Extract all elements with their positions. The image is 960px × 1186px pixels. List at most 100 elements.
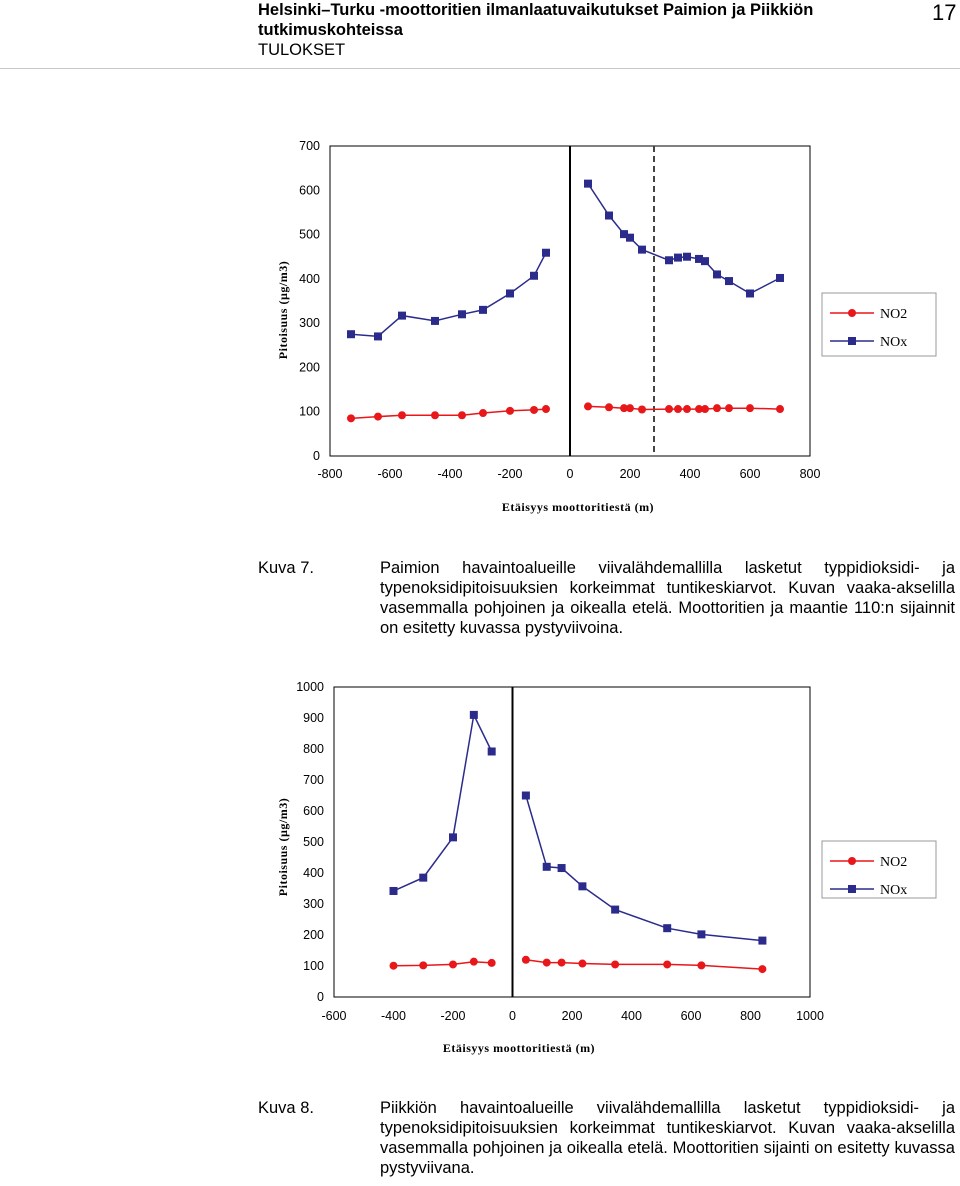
x-tick-label: -200 (440, 1009, 465, 1023)
legend-marker-no2 (848, 857, 856, 865)
nox-point (542, 248, 550, 257)
nox-point (725, 277, 733, 286)
no2-point (374, 412, 382, 421)
no2-point (611, 960, 620, 969)
y-tick-label: 500 (303, 835, 324, 849)
nox-point (605, 211, 613, 220)
x-tick-label: 1000 (796, 1009, 824, 1023)
nox-point (469, 710, 478, 719)
nox-point (758, 936, 767, 945)
nox-point (663, 924, 672, 933)
x-tick-label: 800 (740, 1009, 761, 1023)
legend-marker-nox (848, 337, 856, 345)
y-tick-label: 900 (303, 711, 324, 725)
y-tick-label: 200 (303, 928, 324, 942)
y-tick-label: 0 (317, 990, 324, 1004)
nox-point (506, 289, 514, 298)
nox-point (557, 864, 566, 873)
y-tick-label: 700 (303, 773, 324, 787)
no2-point (725, 404, 733, 413)
no2-point (697, 961, 706, 970)
nox-point (347, 330, 355, 339)
legend-label-nox: NOx (880, 335, 907, 350)
nox-point (674, 253, 682, 262)
no2-point (506, 406, 514, 415)
no2-point (557, 958, 566, 967)
no2-point (620, 404, 628, 413)
nox-point (374, 332, 382, 341)
x-tick-label: -200 (497, 467, 522, 481)
no2-point (487, 958, 496, 967)
figure-7-chart: 700 600 500 400 300 200 100 0 -800 -600 -400 -200 0 2… (276, 139, 937, 514)
x-tick-label: 0 (509, 1009, 516, 1023)
no2-point (530, 405, 538, 414)
y-tick-label: 700 (299, 139, 320, 153)
y-tick-label: 800 (303, 742, 324, 756)
no2-point (758, 965, 767, 974)
nox-point (665, 256, 673, 265)
y-tick-label: 1000 (296, 680, 324, 694)
page-header: Helsinki–Turku -moottoritien ilmanlaatuv… (0, 0, 960, 69)
y-tick-label: 0 (313, 449, 320, 463)
x-tick-label: 200 (620, 467, 641, 481)
no2-point (674, 405, 682, 414)
nox-point (611, 905, 620, 914)
nox-series-line (350, 252, 547, 338)
nox-point (398, 311, 406, 320)
figure-8-caption-text: Piikkiön havaintoalueille viivalähdemall… (380, 1099, 955, 1177)
no2-point (683, 405, 691, 414)
no2-point (431, 411, 439, 420)
figure-8-caption: Kuva 8. Piikkiön havaintoalueille viival… (258, 1098, 958, 1186)
document-title: Helsinki–Turku -moottoritien ilmanlaatuv… (258, 1, 814, 39)
no2-point (347, 414, 355, 423)
nox-point (487, 747, 496, 756)
no2-point (605, 403, 613, 412)
legend-marker-nox (848, 885, 856, 893)
figure-8-label: Kuva 8. (258, 1099, 314, 1117)
no2-point (626, 404, 634, 413)
nox-point (431, 316, 439, 325)
no2-point (701, 405, 709, 414)
x-tick-label: 400 (680, 467, 701, 481)
no2-point (449, 960, 457, 969)
no2-point (542, 958, 551, 967)
nox-point (713, 270, 721, 279)
nox-point (530, 271, 538, 280)
no2-point (458, 411, 466, 420)
x-axis-label: Etäisyys moottoritiestä (m) (502, 500, 654, 514)
nox-point (479, 305, 487, 314)
nox-point (578, 882, 587, 891)
y-tick-label: 100 (299, 405, 320, 419)
figure-7-caption: Kuva 7. Paimion havaintoalueille viivalä… (258, 558, 958, 668)
legend-label-no2: NO2 (880, 855, 907, 870)
no2-point (389, 961, 398, 970)
x-tick-label: 0 (567, 467, 574, 481)
no2-point (695, 405, 703, 414)
nox-point (776, 273, 784, 282)
nox-series-line (393, 712, 493, 892)
nox-series-line (587, 183, 781, 295)
x-tick-label: -800 (317, 467, 342, 481)
figure-7-caption-text: Paimion havaintoalueille viivalähdemalli… (380, 559, 955, 637)
legend-label-nox: NOx (880, 883, 907, 898)
nox-point (584, 179, 592, 188)
y-tick-label: 200 (299, 360, 320, 374)
no2-point (542, 405, 550, 414)
nox-point (620, 230, 628, 239)
no2-point (746, 404, 754, 413)
no2-point (776, 405, 784, 414)
no2-point (398, 411, 406, 420)
no2-point (419, 961, 428, 970)
legend-label-no2: NO2 (880, 307, 907, 322)
figure-7-label: Kuva 7. (258, 559, 314, 577)
nox-point (683, 252, 691, 261)
y-tick-label: 400 (303, 866, 324, 880)
y-tick-label: 100 (303, 959, 324, 973)
no2-point (521, 955, 530, 964)
no2-point (713, 404, 721, 413)
nox-point (697, 930, 706, 939)
x-tick-label: -600 (321, 1009, 346, 1023)
x-tick-label: -600 (377, 467, 402, 481)
legend-box (821, 292, 937, 357)
